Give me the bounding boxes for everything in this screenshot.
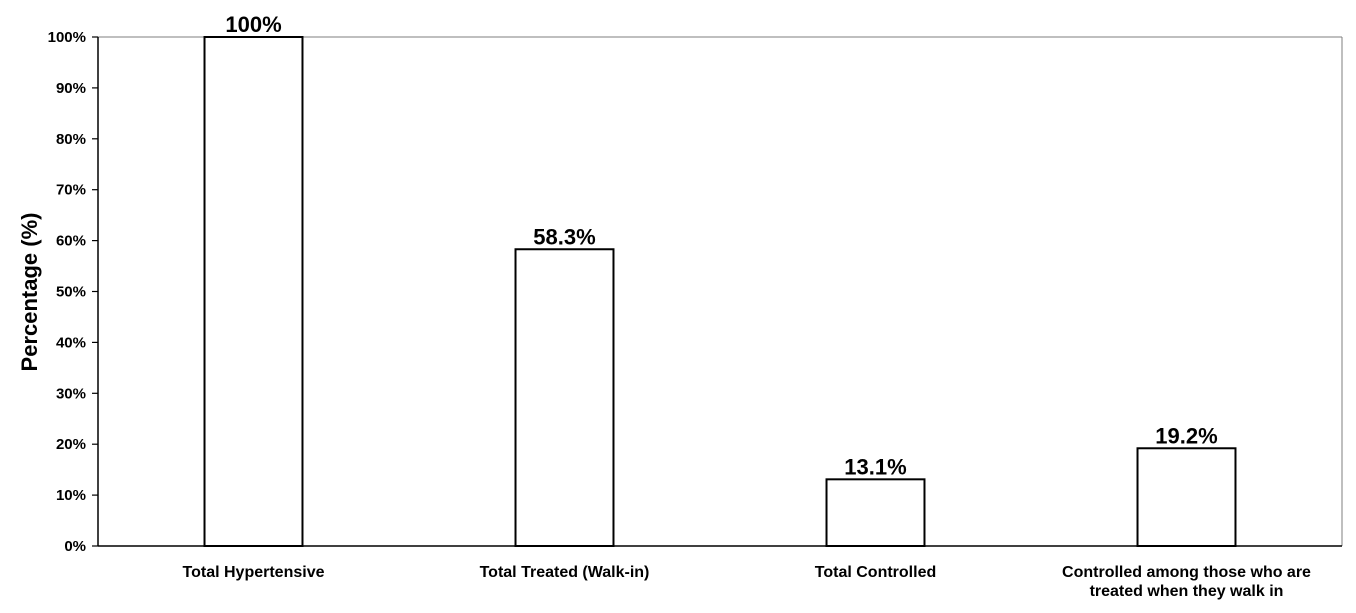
y-tick-label: 50%: [56, 284, 86, 301]
y-axis: 0% 10% 20% 30% 40% 50% 60% 70% 80% 90% 100%: [48, 29, 99, 555]
data-label: 58.3%: [533, 224, 595, 249]
y-tick-label: 70%: [56, 182, 86, 199]
bar: [203, 36, 304, 547]
y-axis-title: Percentage (%): [17, 213, 42, 372]
data-label: 13.1%: [844, 454, 906, 479]
bar: [514, 248, 615, 548]
bars-group: [203, 36, 1237, 548]
plot-area: [98, 36, 1343, 546]
x-axis: Total Hypertensive Total Treated (Walk-in…: [98, 545, 1342, 600]
y-tick-label: 30%: [56, 385, 86, 402]
y-tick-label: 10%: [56, 487, 86, 504]
y-tick-label: 90%: [56, 80, 86, 97]
y-tick-label: 0%: [64, 538, 86, 555]
x-category-label: Controlled among those who are: [1062, 564, 1311, 581]
bar: [1136, 447, 1237, 547]
x-category-label: Total Hypertensive: [183, 564, 325, 581]
y-tick-label: 20%: [56, 436, 86, 453]
data-label: 100%: [225, 12, 281, 37]
y-tick-label: 40%: [56, 334, 86, 351]
data-label: 19.2%: [1155, 423, 1217, 448]
y-tick-label: 60%: [56, 233, 86, 250]
y-tick-label: 100%: [48, 29, 86, 46]
x-category-label: Total Controlled: [815, 564, 936, 581]
y-tick-label: 80%: [56, 131, 86, 148]
data-labels-group: 100% 58.3% 13.1% 19.2%: [225, 12, 1217, 479]
x-category-label: treated when they walk in: [1090, 583, 1284, 600]
x-category-label: Total Treated (Walk-in): [480, 564, 650, 581]
bar: [825, 478, 926, 548]
